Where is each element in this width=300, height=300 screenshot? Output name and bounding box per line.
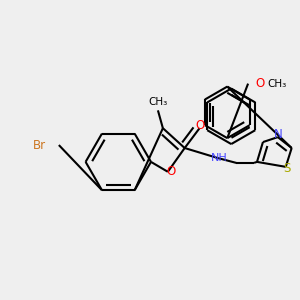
Text: CH₃: CH₃ [148,98,168,107]
Text: NH: NH [211,153,227,163]
Text: Br: Br [32,139,46,152]
Text: S: S [284,162,291,175]
Text: O: O [195,119,204,132]
Text: N: N [273,128,282,141]
Text: O: O [256,77,265,90]
Text: CH₃: CH₃ [267,79,287,88]
Text: O: O [166,165,176,178]
